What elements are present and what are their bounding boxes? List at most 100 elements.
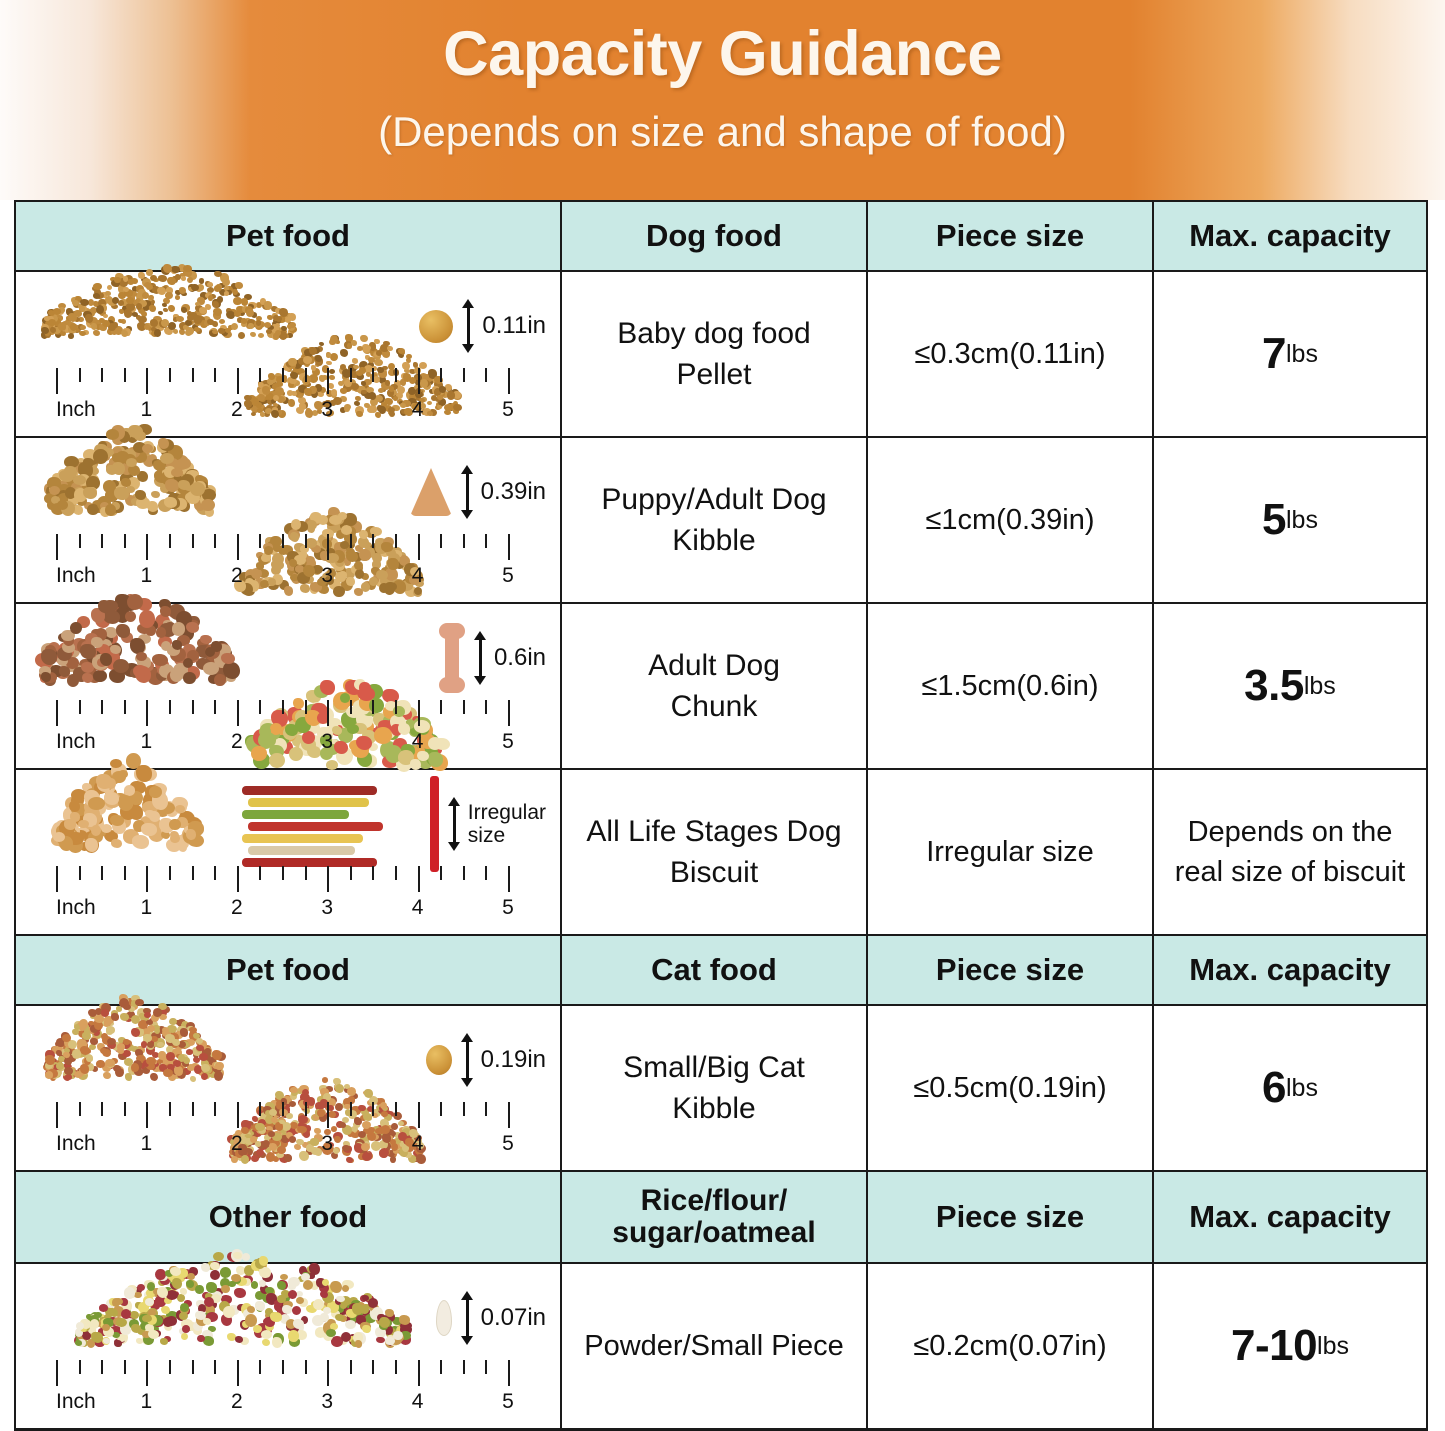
capacity-unit: lbs [1286, 339, 1318, 368]
table-header-row-dog: Pet food Dog food Piece size Max. capaci… [16, 202, 1426, 272]
kibble-pile-photo-right [234, 507, 425, 598]
food-photo-area [16, 753, 560, 878]
cat-kibble-pile-photo-left [43, 994, 226, 1082]
dimension-label: 0.11in [482, 311, 546, 339]
chew-pile-photo-left [50, 753, 205, 854]
table-row: 0.19in Inch 1 2 3 4 5 Small/Big Cat Kibble ≤0… [16, 994, 1426, 1172]
max-capacity-value: Depends on the real size of biscuit [1154, 770, 1426, 934]
food-photo-area [16, 994, 560, 1165]
inch-ruler: Inch 1 2 3 4 5 [56, 866, 514, 924]
ruler-ticks [56, 700, 510, 730]
column-header-piece-size: Piece size [868, 936, 1154, 1004]
sample-cell: 0.6in Inch 1 2 3 4 5 [16, 593, 562, 772]
table-row: Irregular size Inch 1 2 3 4 5 All Life Stages… [16, 753, 1426, 936]
red-stick-piece-icon [429, 776, 439, 872]
page-title: Capacity Guidance [443, 19, 1002, 89]
column-header-piece-size: Piece size [868, 1172, 1154, 1262]
ruler-ticks [56, 368, 510, 398]
food-type-label: Baby dog food Pellet [562, 272, 868, 436]
food-photo-area [16, 264, 560, 419]
inch-ruler: Inch 1 2 3 4 5 [56, 368, 514, 426]
column-header-pet-food: Pet food [16, 202, 562, 270]
ruler-ticks [56, 1360, 510, 1390]
food-type-label: Adult Dog Chunk [562, 604, 868, 768]
dimension-bracket-icon [460, 1287, 474, 1349]
food-type-label: All Life Stages Dog Biscuit [562, 770, 868, 934]
chew-sticks-photo-right [242, 782, 402, 874]
capacity-note: Depends on the real size of biscuit [1174, 815, 1406, 888]
capacity-unit: lbs [1303, 671, 1336, 700]
dimension-bracket-icon [460, 461, 474, 523]
ruler-labels: Inch 1 2 3 4 5 [56, 1132, 514, 1155]
capacity-unit: lbs [1317, 1331, 1350, 1360]
table-row: 0.11in Inch 1 2 3 4 5 Baby dog food Pellet ≤0… [16, 264, 1426, 438]
piece-dimension-group: 0.6in [438, 614, 546, 702]
food-type-label: Small/Big Cat Kibble [562, 1006, 868, 1170]
ruler-ticks [56, 534, 510, 564]
grains-pile-photo [73, 1249, 413, 1349]
capacity-unit: lbs [1286, 505, 1318, 534]
max-capacity-value: 7 lbs [1154, 272, 1426, 436]
piece-size-value: ≤1.5cm(0.6in) [868, 604, 1154, 768]
ruler-labels: Inch 1 2 3 4 5 [56, 896, 514, 919]
ruler-labels: Inch 1 2 3 4 5 [56, 1390, 514, 1413]
food-photo-area [16, 423, 560, 598]
piece-dimension-group: 0.39in [409, 448, 546, 536]
ruler-labels: Inch 1 2 3 4 5 [56, 398, 514, 421]
cat-kibble-pile-photo-right [227, 1077, 426, 1165]
round-kibble-piece-icon [419, 309, 454, 343]
kibble-pile-photo-left [43, 423, 216, 518]
dimension-label: Irregular size [467, 800, 546, 847]
table-header-row-other: Other food Rice/flour/ sugar/oatmeal Pie… [16, 1172, 1426, 1264]
chunk-pile-photo-right [245, 678, 450, 772]
piece-size-value: ≤1cm(0.39in) [868, 438, 1154, 602]
sample-cell: 0.39in Inch 1 2 3 4 5 [16, 423, 562, 602]
inch-ruler: Inch 1 2 3 4 5 [56, 1102, 514, 1160]
round-kibble-piece-icon [425, 1045, 452, 1075]
capacity-number: 6 [1262, 1063, 1286, 1112]
column-header-rice-flour: Rice/flour/ sugar/oatmeal [562, 1172, 868, 1262]
food-photo-area [16, 1249, 560, 1372]
sample-cell: 0.07in Inch 1 2 3 4 5 [16, 1249, 562, 1428]
capacity-unit: lbs [1286, 1073, 1318, 1102]
piece-size-value: Irregular size [868, 770, 1154, 934]
max-capacity-value: 6 lbs [1154, 1006, 1426, 1170]
piece-size-value: ≤0.3cm(0.11in) [868, 272, 1154, 436]
table-row: 0.6in Inch 1 2 3 4 5 Adult Dog Chunk ≤1.5cm(0… [16, 593, 1426, 772]
inch-ruler: Inch 1 2 3 4 5 [56, 700, 514, 758]
piece-size-value: ≤0.2cm(0.07in) [868, 1264, 1154, 1428]
piece-size-value: ≤0.5cm(0.19in) [868, 1006, 1154, 1170]
dimension-bracket-icon [462, 295, 475, 357]
food-photo-area [16, 593, 560, 772]
capacity-number: 7 [1262, 329, 1286, 378]
column-header-max-capacity: Max. capacity [1189, 1198, 1391, 1234]
inch-ruler: Inch 1 2 3 4 5 [56, 1360, 514, 1418]
dimension-label: 0.19in [480, 1045, 546, 1073]
sample-cell: 0.11in Inch 1 2 3 4 5 [16, 264, 562, 436]
max-capacity-value: 5 lbs [1154, 438, 1426, 602]
table-header-row-cat: Pet food Cat food Piece size Max. capaci… [16, 936, 1426, 1006]
ruler-labels: Inch 1 2 3 4 5 [56, 730, 514, 753]
capacity-number: 7-10 [1230, 1321, 1318, 1370]
ruler-labels: Inch 1 2 3 4 5 [56, 564, 514, 587]
food-type-label: Puppy/Adult Dog Kibble [562, 438, 868, 602]
dimension-label: 0.6in [493, 643, 546, 671]
page-banner: Capacity Guidance (Depends on size and s… [0, 0, 1445, 200]
piece-dimension-group: 0.11in [419, 282, 546, 370]
dimension-bracket-icon [447, 793, 461, 855]
capacity-table: Pet food Dog food Piece size Max. capaci… [14, 200, 1428, 1431]
table-row: 0.07in Inch 1 2 3 4 5 Powder/Small Piece ≤0.2… [16, 1249, 1426, 1428]
page-subtitle: (Depends on size and shape of food) [378, 108, 1067, 155]
food-type-label: Powder/Small Piece [562, 1264, 868, 1428]
column-header-max-capacity: Max. capacity [1189, 217, 1391, 253]
piece-dimension-group: 0.19in [425, 1016, 546, 1104]
ruler-ticks [56, 1102, 510, 1132]
piece-dimension-group: 0.07in [435, 1274, 546, 1362]
piece-dimension-group: Irregular size [429, 776, 546, 872]
column-header-max-capacity: Max. capacity [1189, 951, 1391, 987]
triangle-kibble-piece-icon [409, 468, 452, 516]
column-header-piece-size: Piece size [868, 202, 1154, 270]
bone-biscuit-piece-icon [438, 623, 465, 693]
kibble-pile-photo-left [40, 264, 298, 340]
sample-cell: Irregular size Inch 1 2 3 4 5 [16, 753, 562, 934]
